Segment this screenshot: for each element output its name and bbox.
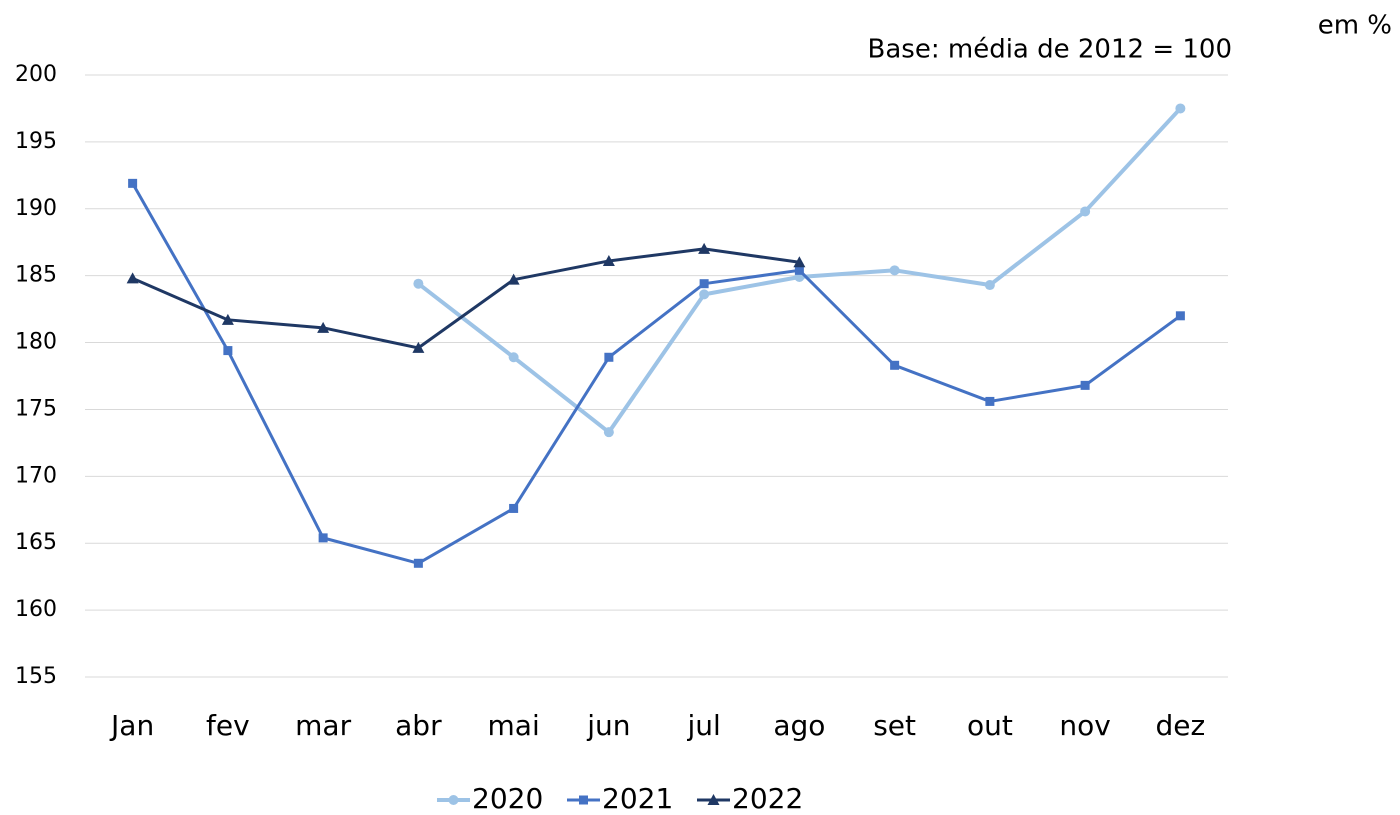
unit-note: em % xyxy=(1318,11,1392,41)
x-tick-label: dez xyxy=(1156,709,1206,742)
marker xyxy=(508,352,519,363)
marker xyxy=(507,273,520,285)
legend-marker xyxy=(707,794,720,805)
marker xyxy=(699,279,709,289)
y-tick-label: 175 xyxy=(15,396,57,421)
marker xyxy=(412,341,425,353)
marker xyxy=(889,265,900,276)
marker xyxy=(984,280,995,291)
marker xyxy=(793,256,806,268)
legend-label: 2021 xyxy=(602,782,673,815)
y-tick-label: 160 xyxy=(15,597,57,622)
legend-label: 2022 xyxy=(732,782,803,815)
marker xyxy=(794,265,804,275)
marker xyxy=(1175,103,1186,114)
marker xyxy=(698,242,711,254)
marker xyxy=(602,254,615,266)
series-line xyxy=(131,182,1182,565)
marker xyxy=(1175,311,1185,321)
y-tick-label: 165 xyxy=(15,530,57,555)
marker xyxy=(603,427,614,438)
legend-marker xyxy=(448,795,459,805)
series-line xyxy=(132,247,800,350)
legend-label: 2020 xyxy=(472,782,543,815)
marker xyxy=(413,278,424,289)
marker xyxy=(221,313,234,325)
marker xyxy=(318,533,328,543)
marker xyxy=(317,321,330,333)
x-tick-label: mai xyxy=(488,709,540,742)
x-tick-label: fev xyxy=(206,709,250,742)
marker xyxy=(1080,206,1091,217)
x-tick-label: mar xyxy=(295,709,351,742)
marker xyxy=(890,360,900,370)
marker xyxy=(985,396,995,406)
x-tick-label: ago xyxy=(773,709,825,742)
y-tick-label: 200 xyxy=(15,62,57,87)
x-tick-label: set xyxy=(873,709,916,742)
x-tick-label: out xyxy=(967,709,1013,742)
x-tick-label: jun xyxy=(586,709,630,742)
marker xyxy=(509,503,519,513)
y-tick-label: 195 xyxy=(15,129,57,154)
y-tick-label: 185 xyxy=(15,263,57,288)
marker xyxy=(699,289,710,300)
y-tick-label: 155 xyxy=(15,664,57,689)
marker xyxy=(1080,380,1090,390)
marker xyxy=(128,178,138,188)
x-tick-label: jul xyxy=(686,709,720,742)
x-tick-label: nov xyxy=(1059,709,1110,742)
y-tick-label: 180 xyxy=(15,330,57,355)
marker xyxy=(413,558,423,568)
x-tick-label: abr xyxy=(395,709,442,742)
marker xyxy=(126,272,139,284)
y-tick-label: 170 xyxy=(15,463,57,488)
marker xyxy=(223,346,233,356)
subtitle: Base: média de 2012 = 100 xyxy=(868,35,1232,65)
legend-marker xyxy=(579,795,588,805)
marker xyxy=(604,352,614,362)
y-tick-label: 190 xyxy=(15,196,57,221)
x-tick-label: Jan xyxy=(109,709,154,742)
